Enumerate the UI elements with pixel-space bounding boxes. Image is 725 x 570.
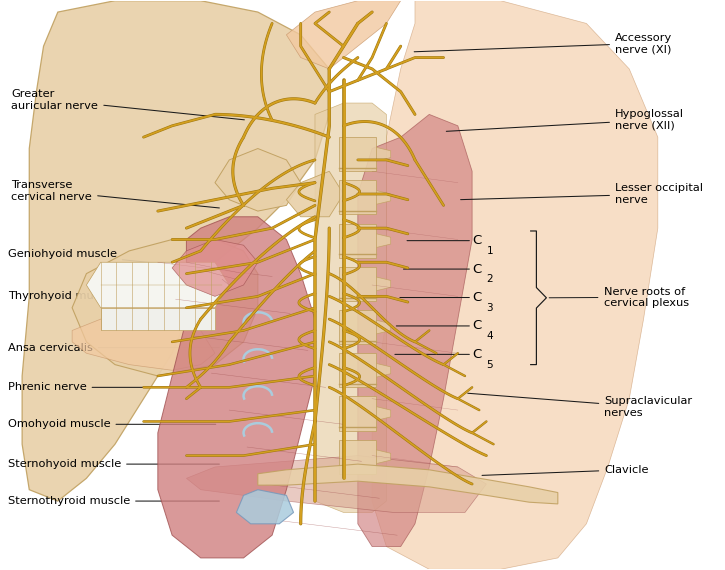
Text: Sternothyroid muscle: Sternothyroid muscle <box>8 496 220 506</box>
Text: Supraclavicular
nerves: Supraclavicular nerves <box>468 393 692 418</box>
Text: Transverse
cervical nerve: Transverse cervical nerve <box>12 180 220 208</box>
Text: Hypoglossal
nerve (XII): Hypoglossal nerve (XII) <box>447 109 684 131</box>
Polygon shape <box>339 267 376 301</box>
Text: Nerve roots of
cervical plexus: Nerve roots of cervical plexus <box>604 287 689 308</box>
Polygon shape <box>339 397 376 430</box>
Polygon shape <box>86 262 229 308</box>
Polygon shape <box>376 277 391 291</box>
Text: Omohyoid muscle: Omohyoid muscle <box>8 420 216 429</box>
Polygon shape <box>339 223 376 258</box>
Text: Geniohyoid muscle: Geniohyoid muscle <box>8 249 202 268</box>
Text: Greater
auricular nerve: Greater auricular nerve <box>12 89 244 120</box>
Text: 5: 5 <box>486 360 493 369</box>
Polygon shape <box>339 353 376 388</box>
Polygon shape <box>186 455 486 512</box>
Polygon shape <box>339 180 376 214</box>
Text: C: C <box>472 291 481 304</box>
Polygon shape <box>376 364 391 377</box>
Polygon shape <box>236 490 294 524</box>
Polygon shape <box>72 319 215 370</box>
Text: Accessory
nerve (XI): Accessory nerve (XI) <box>414 32 672 54</box>
Polygon shape <box>215 149 301 211</box>
Text: C: C <box>472 319 481 332</box>
Text: Ansa cervicalis: Ansa cervicalis <box>8 343 220 353</box>
Text: C: C <box>472 234 481 247</box>
Polygon shape <box>258 464 558 504</box>
Text: Phrenic nerve: Phrenic nerve <box>8 382 216 392</box>
Polygon shape <box>286 1 401 69</box>
Text: 1: 1 <box>486 246 493 256</box>
Text: Sternohyoid muscle: Sternohyoid muscle <box>8 459 220 469</box>
Polygon shape <box>376 320 391 334</box>
Polygon shape <box>286 171 344 217</box>
Polygon shape <box>358 115 472 547</box>
Text: 4: 4 <box>486 331 493 341</box>
Polygon shape <box>339 310 376 344</box>
Polygon shape <box>376 190 391 204</box>
Polygon shape <box>158 217 315 558</box>
Text: Thyrohyoid muscle: Thyrohyoid muscle <box>8 291 205 302</box>
Polygon shape <box>172 239 258 296</box>
Polygon shape <box>339 439 376 474</box>
Polygon shape <box>315 103 386 512</box>
Text: C: C <box>472 348 481 361</box>
Polygon shape <box>339 137 376 171</box>
Text: 3: 3 <box>486 303 493 313</box>
Text: Lesser occipital
nerve: Lesser occipital nerve <box>460 183 703 205</box>
Polygon shape <box>372 1 658 569</box>
Polygon shape <box>376 450 391 463</box>
Polygon shape <box>376 406 391 420</box>
Text: C: C <box>472 263 481 275</box>
Polygon shape <box>101 308 215 331</box>
Polygon shape <box>376 148 391 161</box>
Polygon shape <box>376 234 391 247</box>
Text: 2: 2 <box>486 274 493 284</box>
Polygon shape <box>72 239 258 376</box>
Polygon shape <box>22 1 329 501</box>
Text: Clavicle: Clavicle <box>482 465 649 475</box>
